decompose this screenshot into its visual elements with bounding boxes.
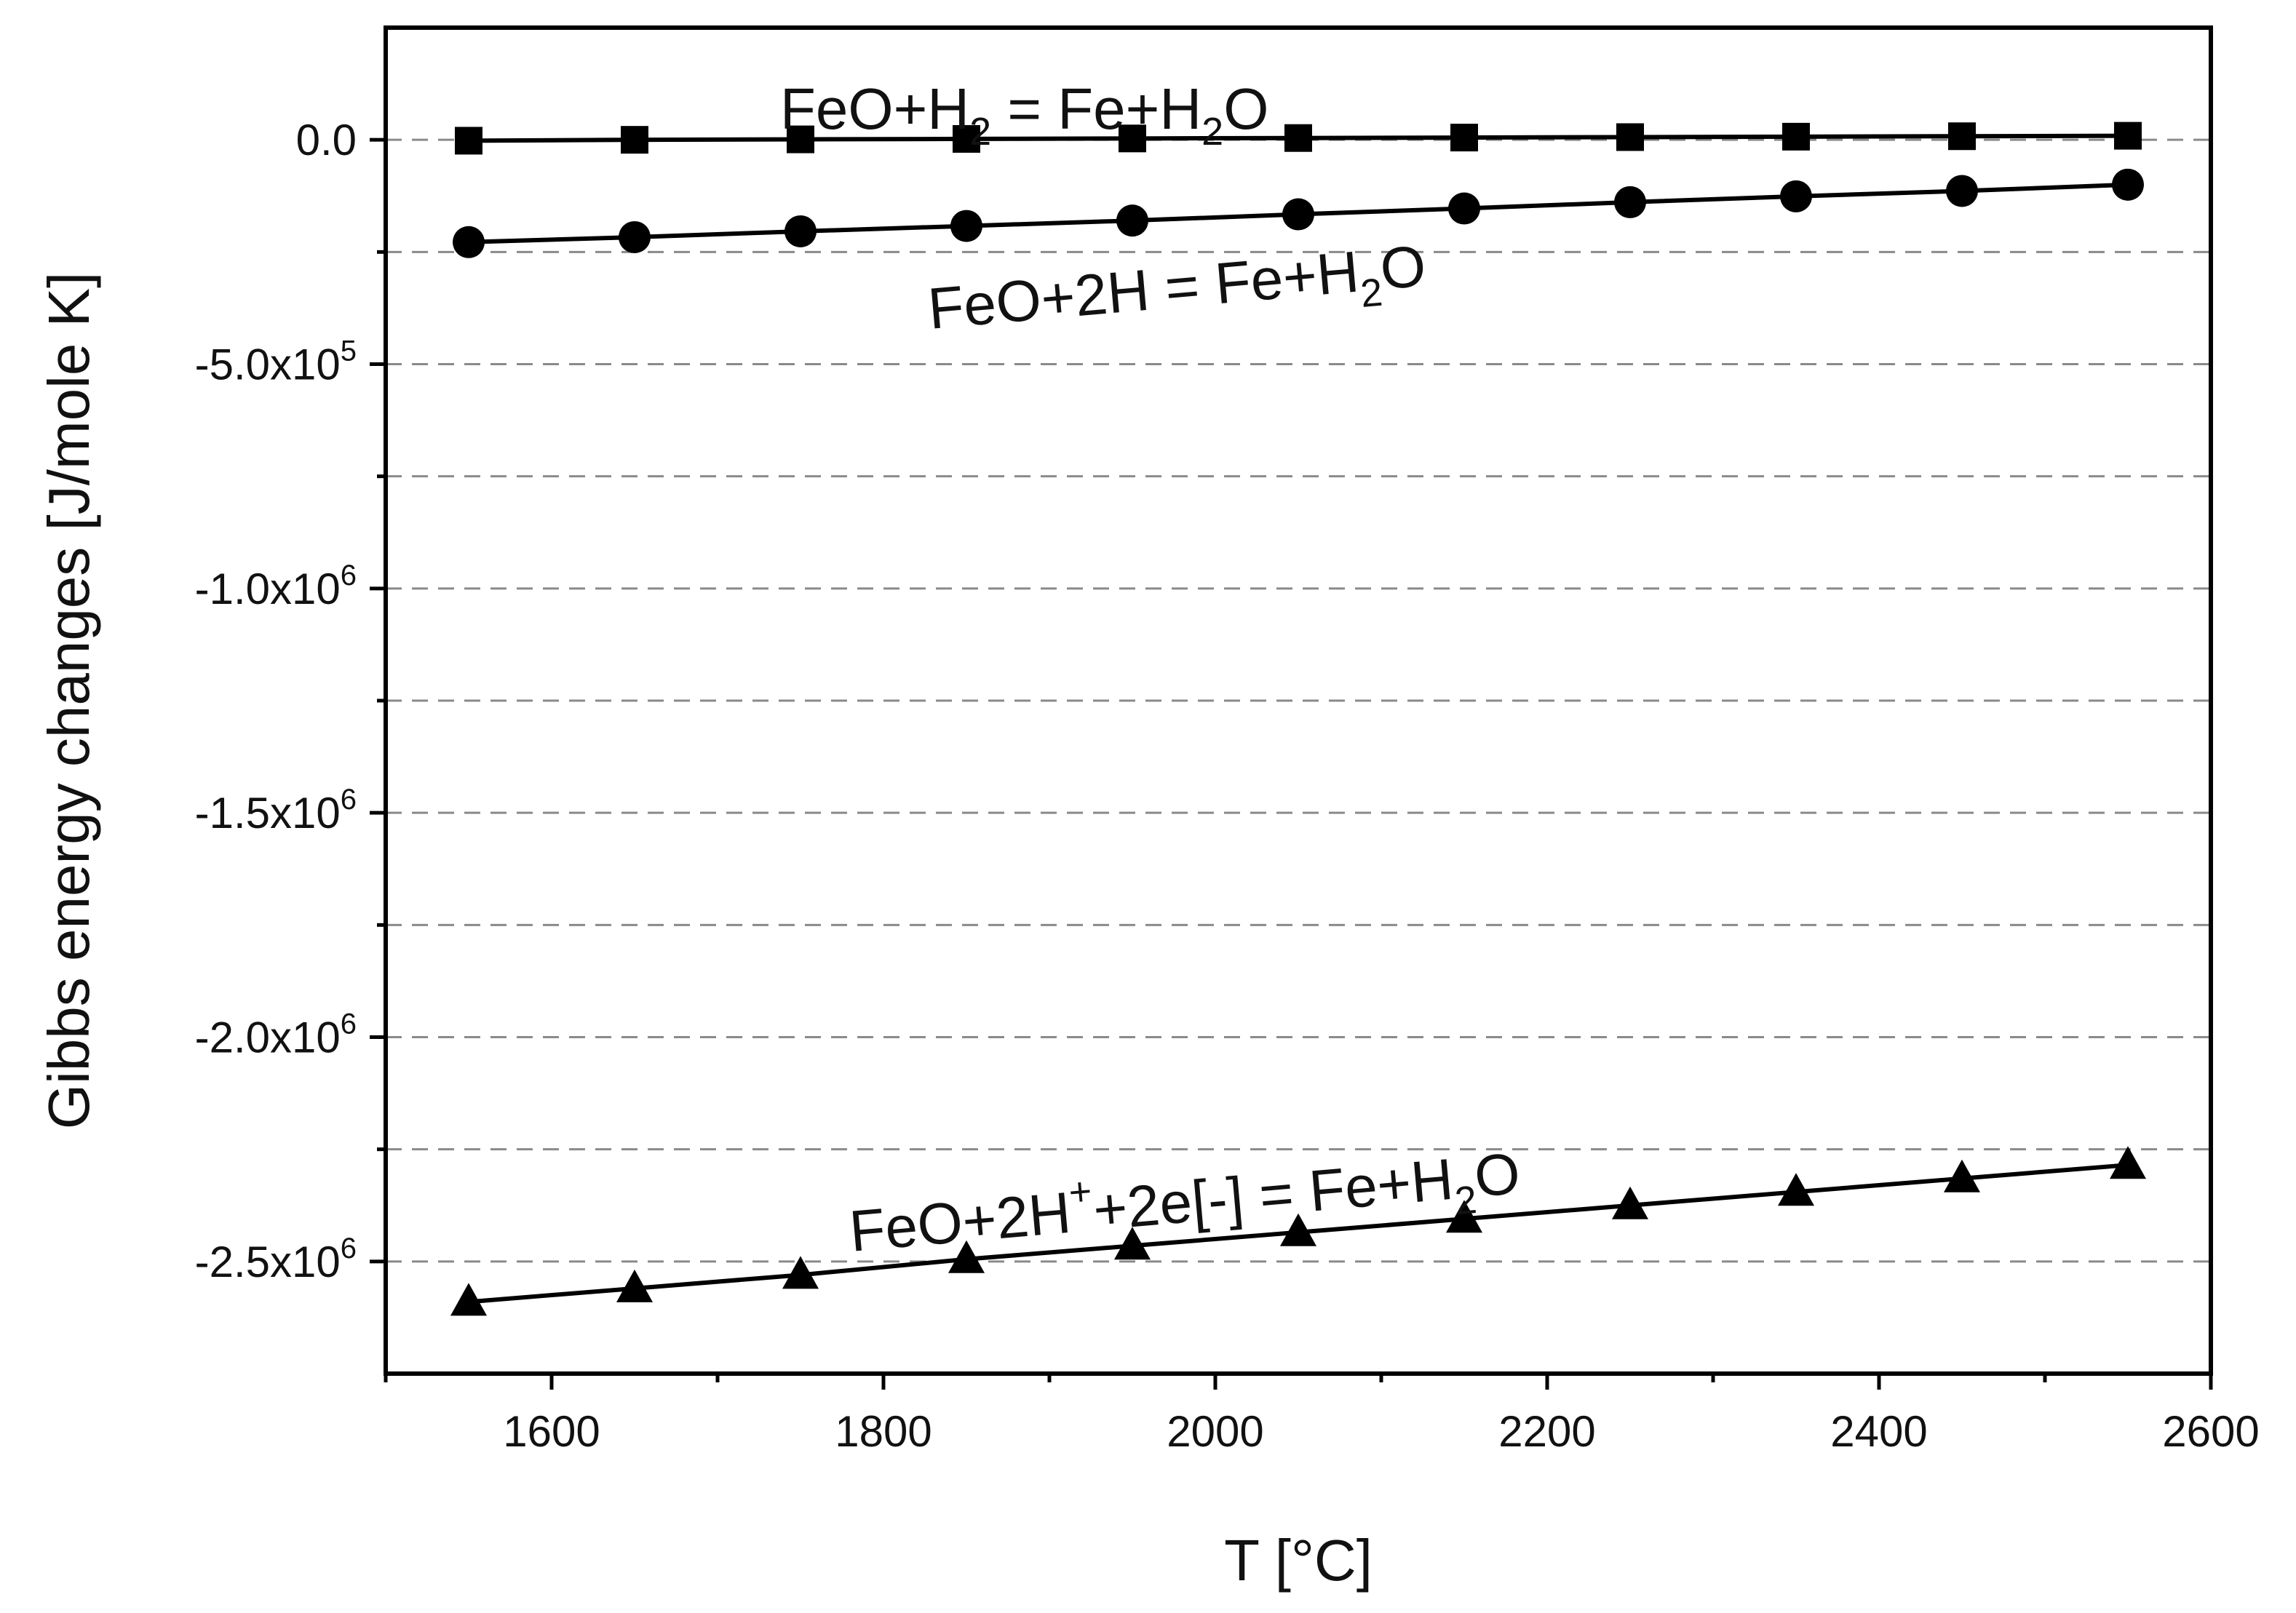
point-square (1948, 122, 1976, 151)
y-tick-mantissa: -2.0x10 (195, 1013, 341, 1062)
x-tick-label: 2400 (1830, 1407, 1927, 1456)
y-tick-exponent: 6 (341, 1008, 357, 1040)
x-tick-labels: 1600 1800 2000 2200 2400 2600 (503, 1407, 2259, 1456)
y-tick-label: 0.0 (296, 116, 357, 164)
point-square (1616, 123, 1644, 151)
y-tick-label: -2.0x106 (195, 1008, 357, 1062)
annotation-feo-2h-plus: FeO+2H++2e[-] = Fe+H2O (846, 1132, 1524, 1276)
point-circle (1282, 198, 1314, 231)
x-tick-label: 1600 (503, 1407, 600, 1456)
point-triangle (1944, 1159, 1980, 1192)
series-circle (453, 168, 2144, 258)
axis-ticks (370, 138, 2213, 1390)
point-triangle (2110, 1146, 2146, 1179)
y-axis-title: Gibbs energy changes [J/mole K] (36, 272, 101, 1129)
x-tick-label: 2200 (1498, 1407, 1595, 1456)
annotation-feo-h2: FeO+H2 = Fe+H2O (780, 76, 1268, 154)
annot-1-part-0: FeO+2H = Fe+H (926, 239, 1362, 341)
point-triangle (782, 1256, 819, 1289)
series-square (455, 122, 2142, 155)
point-triangle (450, 1283, 487, 1316)
annot-1-part-1: 2 (1359, 271, 1384, 316)
y-tick-mantissa: -1.5x10 (195, 789, 341, 837)
grid-lines (386, 138, 2211, 1263)
annot-2-part-2: +2e[-] = Fe+H (1091, 1147, 1456, 1243)
point-square (621, 126, 648, 154)
annot-0-part-1: 2 (969, 110, 991, 154)
x-axis-title: T [°C] (1224, 1528, 1373, 1593)
y-tick-exponent: 5 (341, 335, 357, 367)
y-tick-label: -1.5x106 (195, 784, 357, 837)
point-square (455, 127, 482, 155)
y-tick-exponent: 6 (341, 1232, 357, 1264)
point-circle (1780, 180, 1812, 212)
point-square (787, 125, 814, 154)
point-circle (2112, 168, 2144, 201)
annot-0-part-3: 2 (1201, 110, 1223, 154)
point-circle (1946, 175, 1978, 207)
x-tick-label: 2000 (1167, 1407, 1263, 1456)
annot-1-part-2: O (1378, 233, 1429, 301)
point-circle (453, 226, 485, 258)
point-circle (1116, 204, 1148, 237)
point-circle (619, 220, 651, 253)
annot-2-part-4: O (1471, 1141, 1522, 1209)
annot-0-part-2: = Fe+H (991, 76, 1201, 141)
y-tick-exponent: 6 (341, 784, 357, 816)
series-triangle (450, 1146, 2146, 1316)
point-triangle (948, 1240, 985, 1273)
point-square (2114, 122, 2142, 150)
y-tick-mantissa: -2.5x10 (195, 1238, 341, 1286)
annot-0-part-4: O (1223, 76, 1268, 141)
annot-0-part-0: FeO+H (780, 76, 969, 141)
annot-2-part-3: 2 (1453, 1178, 1479, 1223)
point-circle (784, 215, 817, 247)
point-triangle (1114, 1227, 1151, 1260)
y-tick-exponent: 6 (341, 559, 357, 592)
point-square (1450, 124, 1478, 152)
point-triangle (1446, 1200, 1482, 1233)
annot-2-part-1: + (1067, 1169, 1094, 1215)
series-layer (450, 122, 2146, 1316)
point-square (1782, 122, 1810, 151)
x-tick-label: 1800 (835, 1407, 931, 1456)
point-circle (1448, 192, 1480, 225)
y-tick-mantissa: -5.0x10 (195, 340, 341, 389)
point-square (953, 124, 980, 153)
point-square (1119, 124, 1146, 153)
point-triangle (1778, 1173, 1814, 1206)
x-tick-label: 2600 (2162, 1407, 2259, 1456)
point-triangle (1280, 1213, 1316, 1246)
point-circle (1614, 186, 1646, 218)
point-triangle (1612, 1186, 1648, 1219)
y-tick-mantissa: -1.0x10 (195, 565, 341, 613)
y-tick-labels: 0.0-5.0x105-1.0x106-1.5x106-2.0x106-2.5x… (195, 116, 357, 1286)
point-triangle (616, 1269, 653, 1302)
y-tick-label: -5.0x105 (195, 335, 357, 389)
y-tick-label: -1.0x106 (195, 559, 357, 613)
y-tick-mantissa: 0.0 (296, 116, 357, 164)
point-square (1284, 124, 1312, 152)
point-circle (950, 210, 982, 242)
y-tick-label: -2.5x106 (195, 1232, 357, 1286)
